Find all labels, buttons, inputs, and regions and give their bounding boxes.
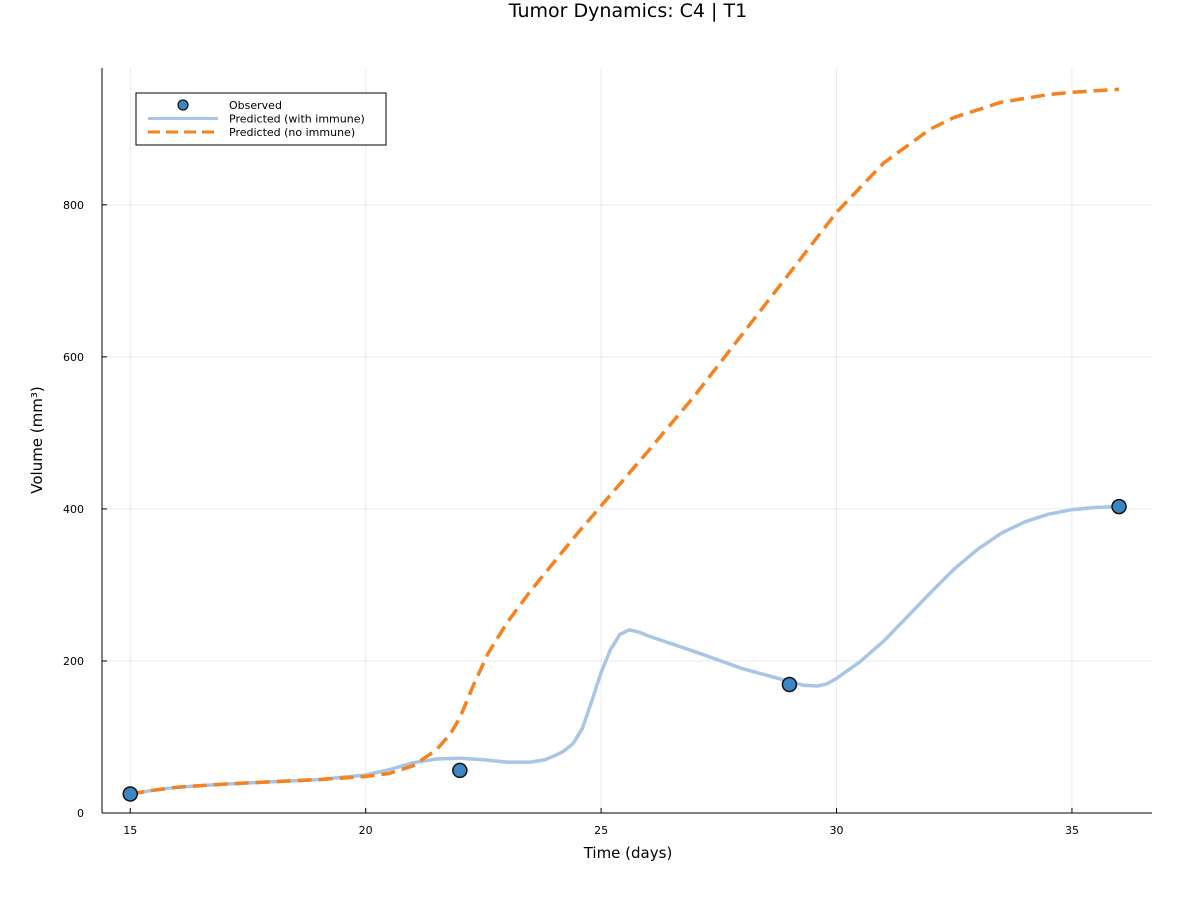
y-tick-label: 0 <box>77 807 84 820</box>
y-tick-label: 400 <box>63 503 84 516</box>
x-tick-label: 20 <box>359 824 373 837</box>
x-axis-title: Time (days) <box>583 844 673 862</box>
y-tick-label: 600 <box>63 351 84 364</box>
axes-layer: 15 20 25 30 35 0 200 400 600 800 <box>63 68 1152 837</box>
chart-title: Tumor Dynamics: C4 | T1 <box>508 0 747 22</box>
y-tick-label: 200 <box>63 655 84 668</box>
x-tick-label: 35 <box>1065 824 1079 837</box>
legend-label: Predicted (with immune) <box>229 113 365 126</box>
series-line-with-immune <box>130 504 1120 796</box>
observed-point <box>1111 498 1127 515</box>
y-axis-title: Volume (mm³) <box>28 386 46 494</box>
observed-point <box>781 676 798 693</box>
series-layer <box>122 87 1127 802</box>
observed-point <box>452 762 468 779</box>
x-tick-label: 30 <box>830 824 844 837</box>
series-line-no-immune <box>130 87 1120 796</box>
observed-point <box>122 786 139 802</box>
y-tick-label: 800 <box>63 199 84 212</box>
legend-label: Predicted (no immune) <box>229 126 355 139</box>
legend-label: Observed <box>229 99 282 112</box>
x-tick-label: 15 <box>123 824 137 837</box>
legend-marker-observed <box>177 99 189 111</box>
x-tick-label: 25 <box>594 824 608 837</box>
